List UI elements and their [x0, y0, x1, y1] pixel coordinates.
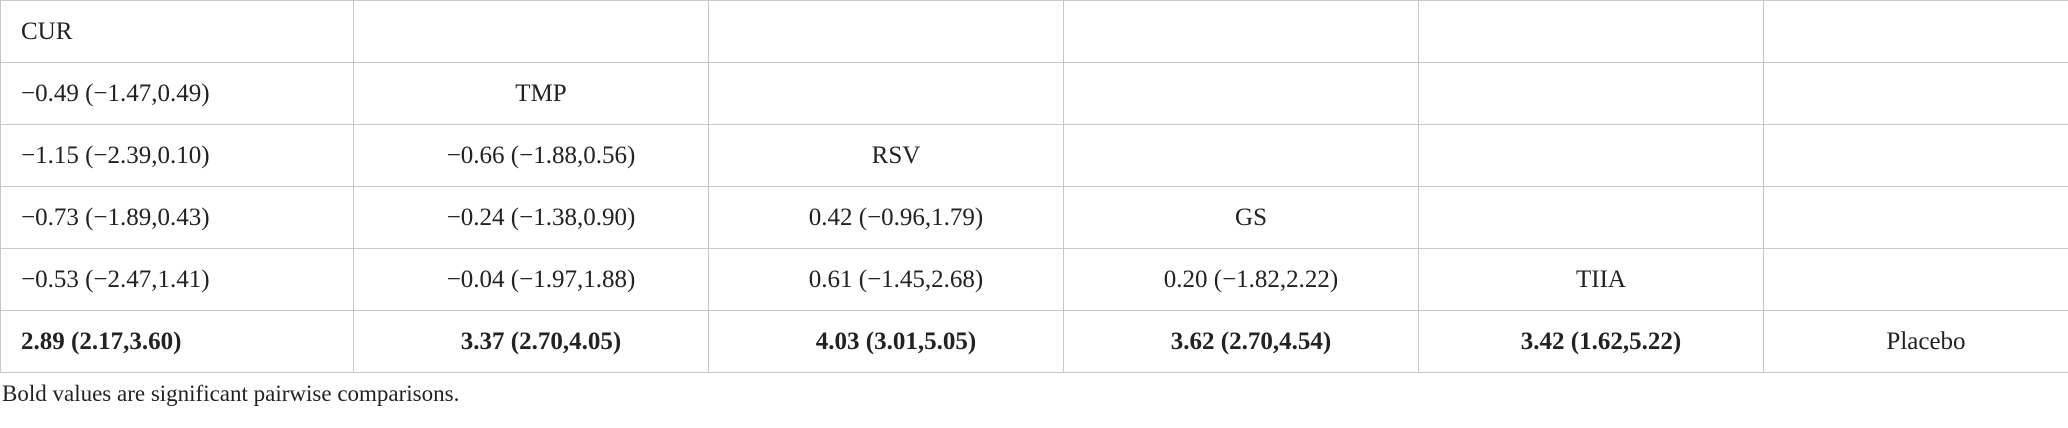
table-row: −0.49 (−1.47,0.49) TMP: [0, 62, 2068, 125]
treatment-label: Placebo: [1763, 310, 2068, 373]
table-row: CUR: [0, 0, 2068, 63]
treatment-label: CUR: [0, 0, 354, 63]
footnote: Bold values are significant pairwise com…: [2, 381, 460, 406]
comparison-cell: 2.89 (2.17,3.60): [0, 310, 354, 373]
empty-cell: [708, 62, 1064, 125]
empty-cell: [1418, 62, 1764, 125]
empty-cell: [1418, 0, 1764, 63]
comparison-cell: 3.62 (2.70,4.54): [1063, 310, 1419, 373]
empty-cell: [1063, 62, 1419, 125]
empty-cell: [708, 0, 1064, 63]
empty-cell: [1763, 0, 2068, 63]
comparison-cell: 3.42 (1.62,5.22): [1418, 310, 1764, 373]
comparison-cell: 4.03 (3.01,5.05): [708, 310, 1064, 373]
empty-cell: [1418, 186, 1764, 249]
treatment-label: RSV: [708, 124, 1064, 187]
comparison-cell: −0.53 (−2.47,1.41): [0, 248, 354, 311]
comparison-cell: −0.66 (−1.88,0.56): [353, 124, 709, 187]
empty-cell: [1763, 124, 2068, 187]
comparison-cell: −0.49 (−1.47,0.49): [0, 62, 354, 125]
comparison-cell: −0.73 (−1.89,0.43): [0, 186, 354, 249]
treatment-label: TMP: [353, 62, 709, 125]
empty-cell: [353, 0, 709, 63]
comparison-cell: 3.37 (2.70,4.05): [353, 310, 709, 373]
treatment-label: GS: [1063, 186, 1419, 249]
empty-cell: [1763, 248, 2068, 311]
comparison-cell: 0.61 (−1.45,2.68): [708, 248, 1064, 311]
comparison-cell: −0.24 (−1.38,0.90): [353, 186, 709, 249]
empty-cell: [1763, 62, 2068, 125]
table-row: −1.15 (−2.39,0.10) −0.66 (−1.88,0.56) RSV: [0, 124, 2068, 187]
comparison-cell: −1.15 (−2.39,0.10): [0, 124, 354, 187]
empty-cell: [1063, 124, 1419, 187]
comparison-cell: 0.20 (−1.82,2.22): [1063, 248, 1419, 311]
comparison-cell: −0.04 (−1.97,1.88): [353, 248, 709, 311]
table-row: −0.73 (−1.89,0.43) −0.24 (−1.38,0.90) 0.42…: [0, 186, 2068, 249]
empty-cell: [1418, 124, 1764, 187]
comparison-cell: 0.42 (−0.96,1.79): [708, 186, 1064, 249]
table-row: 2.89 (2.17,3.60) 3.37 (2.70,4.05) 4.03 (3.…: [0, 310, 2068, 373]
league-table: CUR −0.49 (−1.47,0.49) TMP −1.15 (−2.39,0.1…: [0, 0, 2068, 373]
empty-cell: [1763, 186, 2068, 249]
table-row: −0.53 (−2.47,1.41) −0.04 (−1.97,1.88) 0.61…: [0, 248, 2068, 311]
treatment-label: TIIA: [1418, 248, 1764, 311]
empty-cell: [1063, 0, 1419, 63]
